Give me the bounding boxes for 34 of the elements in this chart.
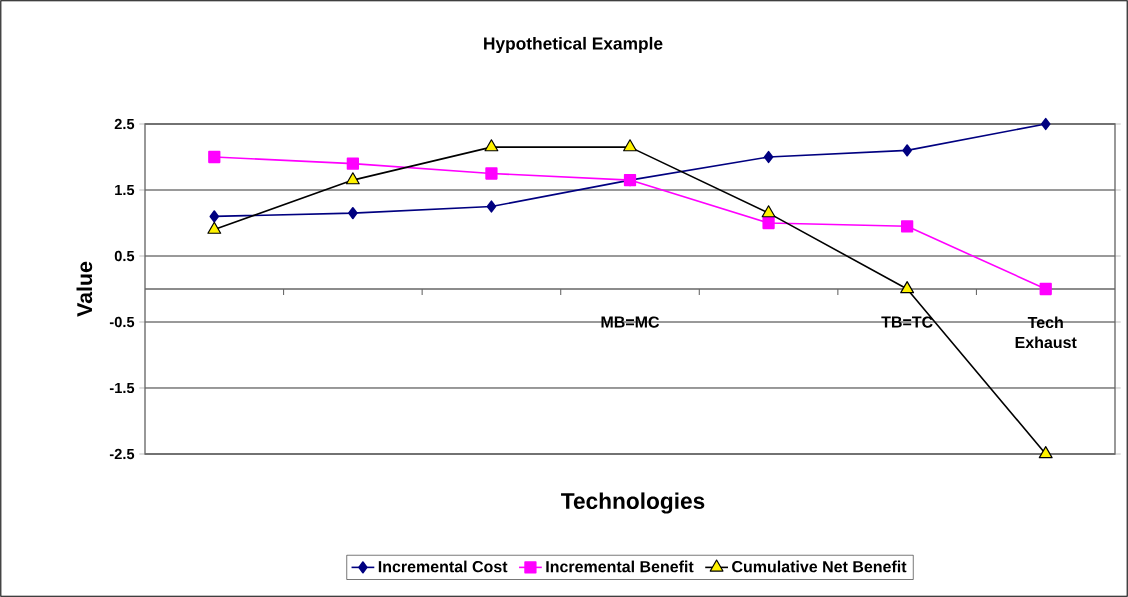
point [207,221,222,234]
x-tick-label: MB=MC [601,316,660,328]
point [1039,282,1052,296]
legend-label: Incremental Benefit [546,560,694,573]
y-tick-label: -0.5 [109,316,135,328]
y-tick-label: 0.5 [114,250,135,262]
point [209,210,220,223]
point [485,167,498,180]
chart-title: Hypothetical Example [484,36,663,54]
point [902,144,912,157]
y-tick-label: -2.5 [109,448,135,460]
point [901,220,914,233]
point [763,150,774,164]
legend-label: Cumulative Net Benefit [732,560,907,573]
point [484,139,499,152]
y-tick-label: 1.5 [115,184,135,196]
x-tick-label: Tech Exhaust [1015,316,1077,349]
legend-label: Incremental Cost [378,560,508,573]
point [1040,117,1051,131]
point [345,172,360,185]
point [208,150,221,164]
point [348,206,358,220]
y-tick-label: -1.5 [109,382,135,394]
y-tick-label: 2.5 [114,118,135,130]
point [623,139,637,152]
point [486,200,497,213]
point [1038,446,1053,459]
point [761,205,776,218]
y-axis-title: Value [76,261,93,317]
point [900,281,915,294]
point [762,216,775,230]
point [346,157,359,170]
x-axis-title: Technologies [561,492,705,514]
x-tick-label: TB=TC [881,316,933,328]
